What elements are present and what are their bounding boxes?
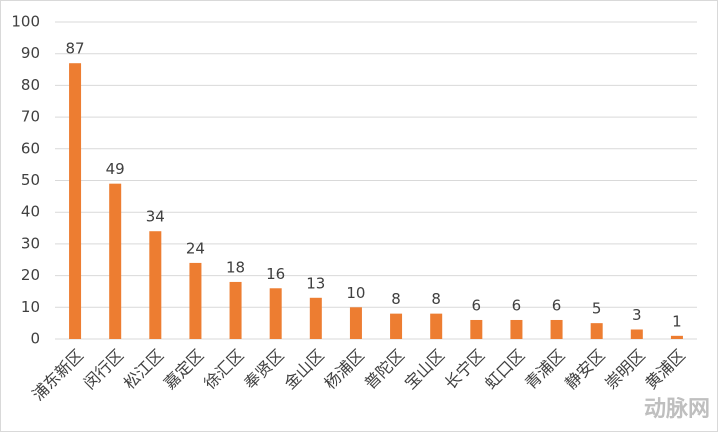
data-label: 6 bbox=[472, 296, 482, 314]
y-tick-label: 90 bbox=[21, 44, 40, 62]
y-tick-label: 20 bbox=[21, 266, 40, 284]
bar bbox=[470, 319, 483, 339]
bar bbox=[189, 262, 202, 339]
y-tick-label: 80 bbox=[21, 76, 40, 94]
y-tick-label: 0 bbox=[30, 330, 40, 348]
bar bbox=[229, 281, 242, 339]
bar bbox=[349, 307, 362, 339]
data-label: 34 bbox=[146, 208, 165, 226]
data-label: 10 bbox=[346, 284, 365, 302]
data-label: 49 bbox=[106, 160, 125, 178]
y-tick-label: 40 bbox=[21, 203, 40, 221]
data-label: 6 bbox=[552, 296, 562, 314]
data-label: 18 bbox=[226, 258, 245, 276]
y-tick-label: 10 bbox=[21, 298, 40, 316]
y-tick-label: 60 bbox=[21, 139, 40, 157]
bar bbox=[510, 319, 523, 339]
data-label: 6 bbox=[512, 296, 522, 314]
data-label: 87 bbox=[66, 40, 85, 58]
y-tick-label: 100 bbox=[11, 13, 40, 31]
data-label: 13 bbox=[306, 274, 325, 292]
bar bbox=[109, 183, 122, 339]
y-tick-label: 70 bbox=[21, 108, 40, 126]
y-tick-label: 50 bbox=[21, 171, 40, 189]
data-label: 8 bbox=[391, 290, 401, 308]
data-label: 3 bbox=[632, 306, 642, 324]
watermark: 动脉网 bbox=[644, 397, 710, 422]
bar bbox=[430, 313, 443, 339]
data-label: 24 bbox=[186, 239, 205, 257]
bar bbox=[149, 231, 162, 339]
bar bbox=[309, 297, 322, 339]
bar bbox=[550, 319, 563, 339]
bar bbox=[269, 288, 282, 339]
bar bbox=[390, 313, 403, 339]
bar bbox=[670, 335, 683, 339]
y-tick-label: 30 bbox=[21, 234, 40, 252]
data-label: 5 bbox=[592, 300, 602, 318]
data-label: 8 bbox=[431, 290, 441, 308]
data-label: 1 bbox=[672, 312, 682, 330]
bar bbox=[630, 329, 643, 339]
data-label: 16 bbox=[266, 265, 285, 283]
bar bbox=[69, 63, 82, 340]
bar bbox=[590, 323, 603, 339]
